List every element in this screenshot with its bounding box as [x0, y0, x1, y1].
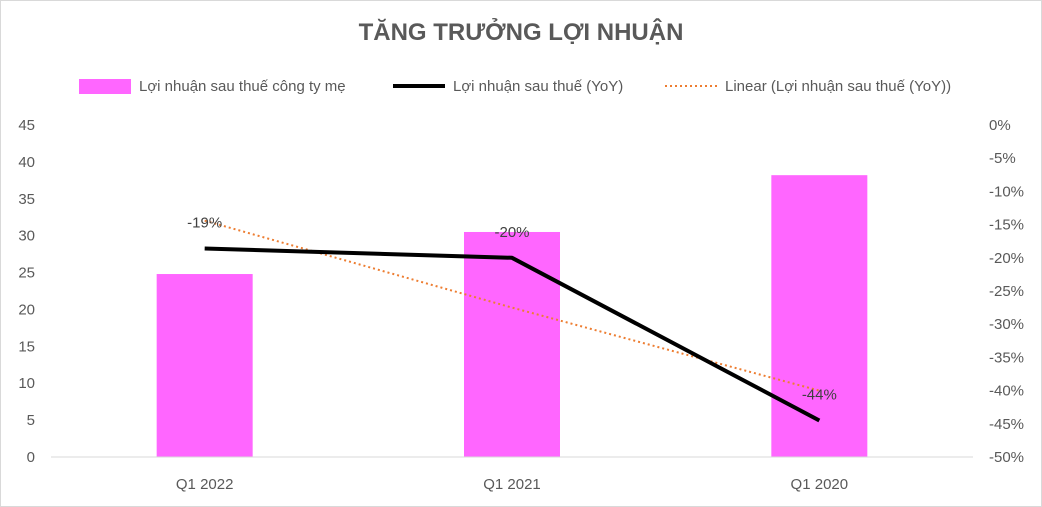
x-tick-label: Q1 2022 — [176, 476, 234, 493]
y-left-tick-label: 35 — [18, 191, 35, 208]
legend-label-profit-bar: Lợi nhuận sau thuế công ty mẹ — [139, 77, 346, 95]
yoy-line — [204, 246, 821, 423]
legend-swatch-bar — [79, 78, 131, 94]
legend-label-trendline: Linear (Lợi nhuận sau thuế (YoY)) — [725, 77, 952, 95]
y-right-tick-label: -15% — [989, 217, 1024, 234]
y-left-tick-label: 5 — [27, 412, 35, 429]
x-tick-label: Q1 2020 — [791, 476, 849, 493]
y-right-tick-label: -50% — [989, 449, 1024, 466]
legend-swatch-line — [393, 84, 445, 88]
y-right-tick-label: -10% — [989, 183, 1024, 200]
y-right-tick-label: -35% — [989, 349, 1024, 366]
y-right-tick-label: -5% — [989, 150, 1016, 167]
y-left-tick-label: 0 — [27, 449, 35, 466]
data-label: -20% — [494, 224, 529, 241]
bar — [464, 231, 560, 457]
y-right-tick-label: -45% — [989, 416, 1024, 433]
chart-title: TĂNG TRƯỞNG LỢI NHUẬN — [358, 19, 684, 46]
y-right-tick-label: -40% — [989, 383, 1024, 400]
y-left-tick-label: 10 — [18, 375, 35, 392]
legend: Lợi nhuận sau thuế công ty mẹ Lợi nhuận … — [1, 73, 1041, 99]
y-left-tick-label: 25 — [18, 265, 35, 282]
y-left-tick-label: 15 — [18, 338, 35, 355]
y-left-tick-label: 45 — [18, 117, 35, 134]
legend-swatch-trendline — [665, 85, 717, 87]
y-right-tick-label: 0% — [989, 117, 1011, 134]
y-right-tick-label: -25% — [989, 283, 1024, 300]
y-left-tick-label: 30 — [18, 228, 35, 245]
y-right-tick-label: -20% — [989, 250, 1024, 267]
bar — [771, 175, 868, 457]
x-tick-label: Q1 2021 — [483, 476, 541, 493]
bar — [156, 274, 253, 457]
legend-item-profit-bar[interactable]: Lợi nhuận sau thuế công ty mẹ — [79, 73, 346, 99]
data-label: -44% — [802, 386, 837, 403]
legend-item-yoy-line[interactable]: Lợi nhuận sau thuế (YoY) — [393, 73, 623, 99]
y-left-tick-label: 20 — [18, 301, 35, 318]
legend-item-trendline[interactable]: Linear (Lợi nhuận sau thuế (YoY)) — [665, 73, 951, 99]
y-right-tick-label: -30% — [989, 316, 1024, 333]
legend-label-yoy-line: Lợi nhuận sau thuế (YoY) — [453, 77, 624, 95]
y-left-tick-label: 40 — [18, 154, 35, 171]
data-label: -19% — [187, 215, 222, 232]
